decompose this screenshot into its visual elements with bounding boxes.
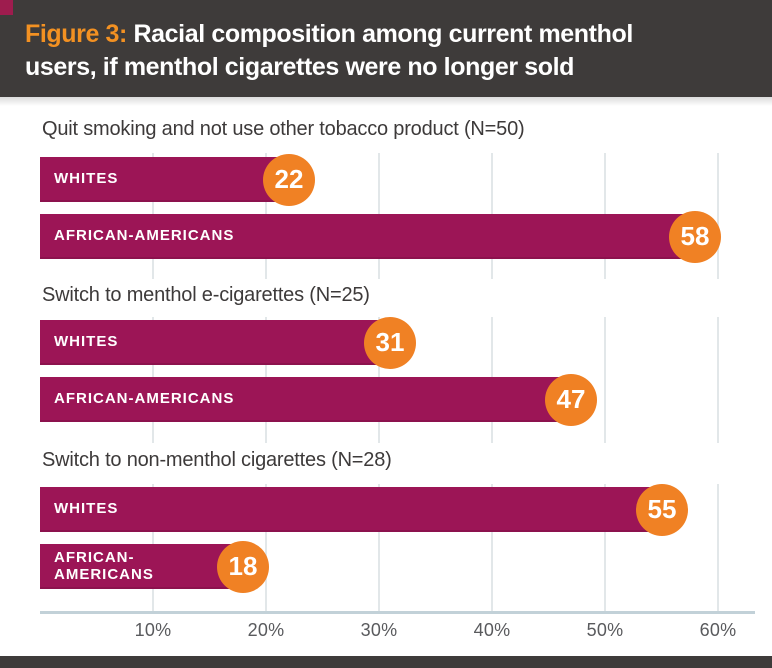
- value-badge: 55: [636, 483, 688, 536]
- bar: AFRICAN-AMERICANS: [40, 214, 695, 259]
- bar: AFRICAN-AMERICANS: [40, 544, 243, 589]
- gridline: [717, 317, 719, 443]
- bar: WHITES: [40, 320, 390, 365]
- x-tick-label: 30%: [360, 620, 398, 640]
- corner-accent: [0, 0, 13, 15]
- value-badge: 22: [263, 153, 315, 206]
- bar-label: WHITES: [54, 333, 119, 351]
- bar-label: AFRICAN-AMERICANS: [54, 549, 154, 583]
- x-tick-label: 60%: [699, 620, 737, 640]
- x-tick-label: 40%: [473, 620, 511, 640]
- chart-area: Quit smoking and not use other tobacco p…: [0, 97, 772, 656]
- bar: WHITES: [40, 157, 289, 202]
- gridline: [265, 484, 267, 613]
- x-tick-label: 20%: [247, 620, 285, 640]
- bar: AFRICAN-AMERICANS: [40, 377, 571, 422]
- x-tick-label: 10%: [134, 620, 172, 640]
- bar-label: WHITES: [54, 500, 119, 518]
- figure-headline: Figure 3: Racial composition among curre…: [25, 18, 681, 84]
- bar-label: AFRICAN-AMERICANS: [54, 390, 235, 408]
- gridline: [717, 484, 719, 613]
- value-badge: 18: [217, 540, 269, 593]
- bar-label: WHITES: [54, 170, 119, 188]
- gridline: [378, 484, 380, 613]
- value-badge: 31: [364, 316, 416, 369]
- header-shadow: [0, 97, 772, 106]
- section-title: Switch to non-menthol cigarettes (N=28): [42, 449, 392, 471]
- figure-header: Figure 3: Racial composition among curre…: [0, 0, 772, 97]
- gridline: [604, 484, 606, 613]
- bar-label: AFRICAN-AMERICANS: [54, 227, 235, 245]
- x-axis-line: [40, 611, 755, 614]
- figure-title: Racial composition among current menthol…: [25, 20, 633, 81]
- gridline: [491, 484, 493, 613]
- value-badge: 47: [545, 373, 597, 426]
- gridline: [717, 153, 719, 279]
- figure-number-label: Figure 3:: [25, 20, 127, 48]
- value-badge: 58: [669, 210, 721, 263]
- gridline: [604, 317, 606, 443]
- section-title: Quit smoking and not use other tobacco p…: [42, 118, 525, 140]
- bar: WHITES: [40, 487, 662, 532]
- section-title: Switch to menthol e-cigarettes (N=25): [42, 284, 370, 306]
- footer-bar: [0, 656, 772, 668]
- x-tick-label: 50%: [586, 620, 624, 640]
